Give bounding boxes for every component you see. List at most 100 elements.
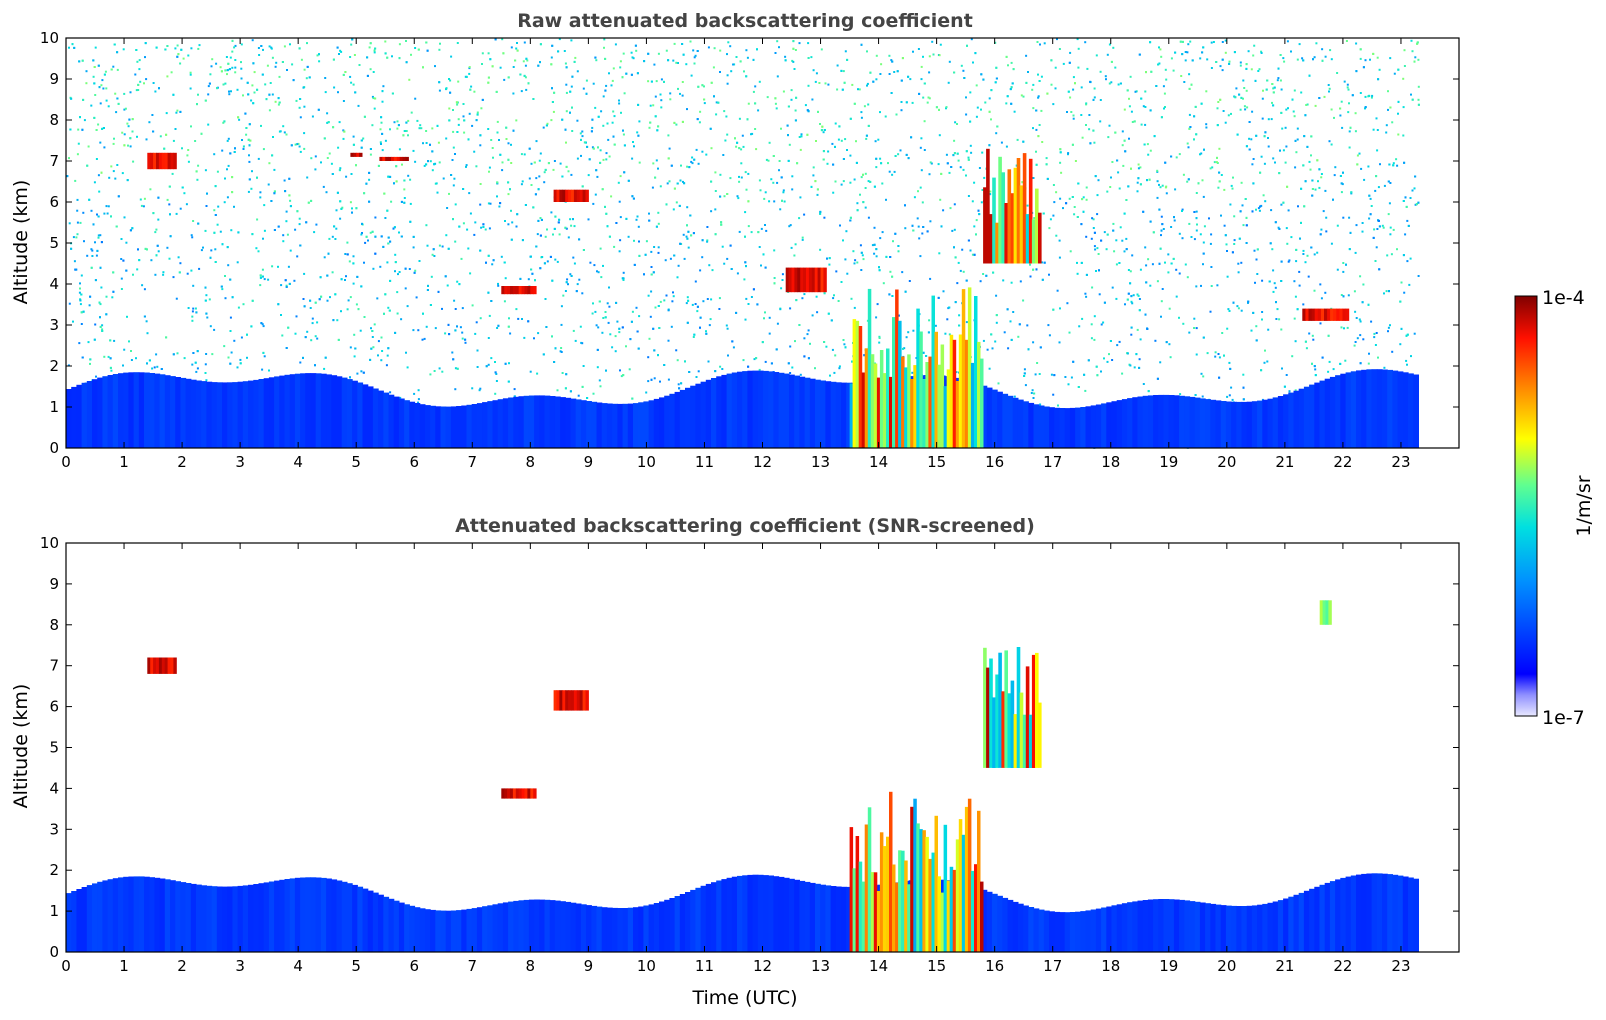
noise-pixel xyxy=(913,196,916,199)
noise-pixel xyxy=(731,340,734,343)
noise-pixel xyxy=(1090,237,1093,240)
noise-pixel xyxy=(281,334,284,337)
noise-pixel xyxy=(1032,341,1035,344)
noise-pixel xyxy=(128,118,131,121)
noise-pixel xyxy=(1067,153,1069,156)
noise-pixel xyxy=(504,277,507,280)
noise-pixel xyxy=(240,67,243,70)
noise-pixel xyxy=(1114,131,1117,134)
noise-pixel xyxy=(1293,280,1296,283)
noise-pixel xyxy=(1381,224,1384,227)
noise-pixel xyxy=(369,42,372,45)
noise-pixel xyxy=(1242,386,1245,389)
noise-pixel xyxy=(1095,365,1098,368)
noise-pixel xyxy=(223,201,226,204)
noise-pixel xyxy=(383,192,386,195)
noise-pixel xyxy=(632,141,634,143)
noise-pixel xyxy=(637,134,640,137)
noise-pixel xyxy=(381,149,384,152)
noise-pixel xyxy=(815,295,818,298)
noise-pixel xyxy=(1181,40,1184,43)
noise-pixel xyxy=(650,378,653,381)
noise-pixel xyxy=(668,180,671,183)
noise-pixel xyxy=(311,317,314,320)
noise-pixel xyxy=(1032,397,1035,399)
noise-pixel xyxy=(268,93,271,96)
noise-pixel xyxy=(1137,294,1140,297)
noise-pixel xyxy=(1378,68,1381,71)
noise-pixel xyxy=(663,80,665,83)
noise-pixel xyxy=(1233,239,1236,242)
noise-pixel xyxy=(303,132,306,135)
noise-pixel xyxy=(396,291,399,294)
noise-pixel xyxy=(1320,173,1323,175)
noise-pixel xyxy=(727,41,730,44)
noise-pixel xyxy=(1330,242,1333,245)
noise-pixel xyxy=(299,150,302,153)
noise-pixel xyxy=(342,100,345,102)
noise-pixel xyxy=(351,38,354,41)
noise-pixel xyxy=(1022,140,1025,143)
noise-pixel xyxy=(543,171,546,174)
noise-pixel xyxy=(545,124,548,127)
noise-pixel xyxy=(213,231,216,234)
noise-pixel xyxy=(346,308,349,311)
noise-pixel xyxy=(435,182,438,185)
noise-pixel xyxy=(798,217,801,220)
noise-pixel xyxy=(794,243,797,246)
noise-pixel xyxy=(791,366,794,369)
noise-pixel xyxy=(569,218,572,221)
noise-pixel xyxy=(840,69,843,72)
noise-pixel xyxy=(842,70,845,73)
noise-pixel xyxy=(1272,104,1275,107)
noise-pixel xyxy=(610,84,613,87)
noise-pixel xyxy=(851,360,854,363)
noise-pixel xyxy=(620,111,622,114)
noise-pixel xyxy=(423,164,426,167)
noise-pixel xyxy=(123,144,126,147)
noise-pixel xyxy=(1081,198,1084,201)
noise-pixel xyxy=(78,342,81,345)
noise-pixel xyxy=(921,201,924,204)
noise-pixel xyxy=(711,269,714,272)
noise-pixel xyxy=(1302,253,1305,255)
noise-pixel xyxy=(454,153,456,155)
noise-pixel xyxy=(541,256,544,258)
noise-pixel xyxy=(488,227,491,230)
noise-pixel xyxy=(1161,184,1164,187)
noise-pixel xyxy=(1218,147,1221,150)
noise-pixel xyxy=(1404,233,1407,236)
noise-pixel xyxy=(412,246,415,249)
noise-pixel xyxy=(213,328,216,331)
noise-pixel xyxy=(580,341,583,344)
noise-pixel xyxy=(729,177,732,180)
noise-pixel xyxy=(888,293,891,296)
noise-pixel xyxy=(245,127,248,129)
noise-pixel xyxy=(836,88,839,91)
noise-pixel xyxy=(285,347,288,349)
noise-pixel xyxy=(801,236,804,239)
noise-pixel xyxy=(783,200,786,203)
noise-pixel xyxy=(1006,95,1009,98)
noise-pixel xyxy=(384,293,387,296)
noise-pixel xyxy=(851,83,854,86)
noise-pixel xyxy=(1281,367,1283,370)
noise-pixel xyxy=(621,76,624,79)
noise-pixel xyxy=(1209,242,1212,245)
noise-pixel xyxy=(1056,289,1059,292)
noise-pixel xyxy=(958,324,961,327)
noise-pixel xyxy=(595,169,598,172)
noise-pixel xyxy=(372,267,375,270)
noise-pixel xyxy=(1121,372,1124,375)
noise-pixel xyxy=(414,160,417,163)
noise-pixel xyxy=(519,277,522,280)
noise-pixel xyxy=(1284,126,1287,129)
noise-pixel xyxy=(1263,162,1266,165)
noise-pixel xyxy=(260,124,262,127)
noise-pixel xyxy=(1383,366,1386,369)
noise-pixel xyxy=(614,43,617,46)
noise-pixel xyxy=(888,170,891,173)
noise-pixel xyxy=(878,341,881,344)
noise-pixel xyxy=(1287,260,1290,263)
